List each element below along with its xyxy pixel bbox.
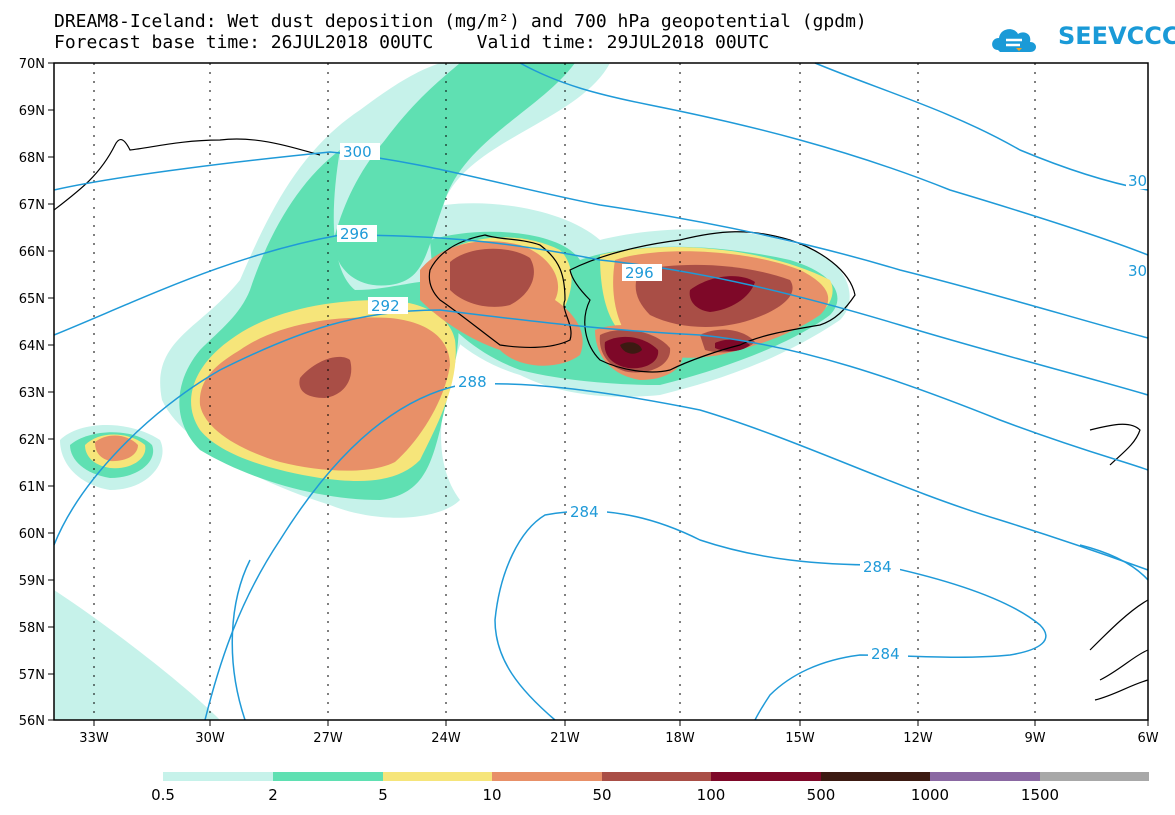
- coastlines: [53, 138, 1149, 701]
- lat-label: 56N: [19, 714, 45, 729]
- lat-label: 68N: [19, 151, 45, 166]
- contour-labels: 300 296 292 288 284 284 284 296 30 30: [337, 143, 1148, 663]
- axis-ticks: [48, 62, 1149, 726]
- legend-label: 10: [482, 786, 502, 804]
- map-title: DREAM8-Iceland: Wet dust deposition (mg/…: [54, 11, 867, 32]
- contour-label-296: 296: [625, 264, 654, 282]
- deposition-band-500: [620, 342, 642, 354]
- lat-label: 69N: [19, 104, 45, 119]
- lon-label: 27W: [313, 731, 343, 746]
- contour-label-300: 300: [343, 143, 372, 161]
- legend-swatch: [492, 772, 602, 781]
- legend-label: 5: [378, 786, 388, 804]
- deposition-band-100: [715, 339, 750, 352]
- legend-label: 0.5: [151, 786, 175, 804]
- contour-label-296-edge: 30: [1128, 262, 1147, 280]
- contour-label-296: 296: [340, 225, 369, 243]
- lat-label: 70N: [19, 57, 45, 72]
- lon-label: 15W: [785, 731, 815, 746]
- lat-labels: 70N 69N 68N 67N 66N 65N 64N 63N 62N 61N …: [19, 57, 45, 729]
- lat-label: 61N: [19, 480, 45, 495]
- legend-label: 100: [696, 786, 726, 804]
- legend-label: 2: [268, 786, 278, 804]
- contour-label-300-edge: 30: [1128, 172, 1147, 190]
- lon-label: 12W: [903, 731, 933, 746]
- legend-label: 1000: [910, 786, 950, 804]
- lon-labels: 33W 30W 27W 24W 21W 18W 15W 12W 9W 6W: [79, 731, 1158, 746]
- cloud-icon: [992, 29, 1036, 52]
- geopotential-contours: [53, 62, 1149, 721]
- lon-label: 33W: [79, 731, 109, 746]
- legend-swatch: [602, 772, 711, 781]
- lon-label: 6W: [1137, 731, 1158, 746]
- lon-label: 21W: [550, 731, 580, 746]
- lat-label: 64N: [19, 339, 45, 354]
- lon-gridlines: [93, 63, 1036, 720]
- contour-label-292: 292: [371, 297, 400, 315]
- lon-label: 18W: [665, 731, 695, 746]
- contour-label-288: 288: [458, 373, 487, 391]
- legend-swatch: [163, 772, 273, 781]
- lon-label: 9W: [1024, 731, 1045, 746]
- legend-swatch: [273, 772, 383, 781]
- deposition-band-50: [450, 248, 534, 307]
- lon-label: 30W: [195, 731, 225, 746]
- lat-label: 57N: [19, 668, 45, 683]
- legend-swatch: [383, 772, 492, 781]
- legend-label: 50: [592, 786, 612, 804]
- lat-label: 65N: [19, 292, 45, 307]
- deposition-band-2: [334, 63, 575, 286]
- legend-swatch: [930, 772, 1040, 781]
- forecast-times: Forecast base time: 26JUL2018 00UTC Vali…: [54, 32, 770, 53]
- lat-label: 67N: [19, 198, 45, 213]
- contour-label-284: 284: [570, 503, 599, 521]
- deposition-band-100: [689, 276, 755, 312]
- lat-label: 60N: [19, 527, 45, 542]
- deposition-band-50: [299, 356, 352, 398]
- color-legend: [163, 772, 1149, 784]
- lat-label: 66N: [19, 245, 45, 260]
- legend-label: 500: [806, 786, 836, 804]
- legend-swatch: [711, 772, 821, 781]
- contour-label-284: 284: [863, 558, 892, 576]
- legend-swatch: [1040, 772, 1149, 781]
- legend-swatch: [821, 772, 930, 781]
- lat-label: 58N: [19, 621, 45, 636]
- lat-label: 59N: [19, 574, 45, 589]
- contour-label-284: 284: [871, 645, 900, 663]
- lat-label: 62N: [19, 433, 45, 448]
- lat-label: 63N: [19, 386, 45, 401]
- lon-label: 24W: [431, 731, 461, 746]
- deposition-band-0_5: [54, 590, 220, 720]
- logo-text: SEEVCCC: [1058, 22, 1175, 50]
- legend-label: 1500: [1020, 786, 1060, 804]
